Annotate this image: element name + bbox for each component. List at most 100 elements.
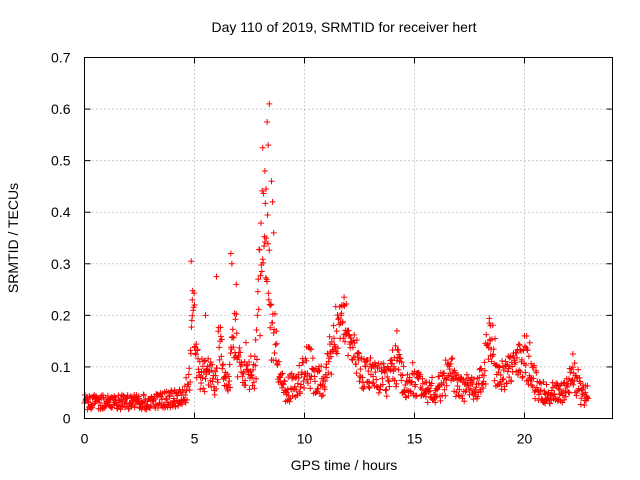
data-point xyxy=(252,336,259,343)
data-point xyxy=(525,381,532,388)
data-point xyxy=(193,374,200,381)
data-point xyxy=(297,381,304,388)
data-point xyxy=(492,335,499,342)
data-point xyxy=(440,370,447,377)
data-point xyxy=(187,379,194,386)
data-point xyxy=(265,290,272,297)
data-point xyxy=(561,396,568,403)
data-point xyxy=(566,389,573,396)
data-point xyxy=(229,333,236,340)
data-point xyxy=(115,397,122,404)
data-point xyxy=(281,378,288,385)
data-point xyxy=(396,351,403,358)
data-point xyxy=(530,375,537,382)
data-point xyxy=(371,359,378,366)
data-point xyxy=(189,296,196,303)
data-point xyxy=(522,362,529,369)
data-point xyxy=(499,376,506,383)
data-point xyxy=(516,367,523,374)
data-point xyxy=(271,349,278,356)
data-point xyxy=(451,369,458,376)
data-point xyxy=(571,360,578,367)
data-point xyxy=(217,333,224,340)
data-point xyxy=(562,387,569,394)
data-point xyxy=(576,387,583,394)
data-point xyxy=(339,318,346,325)
y-tick-label: 0.5 xyxy=(51,153,71,169)
data-point xyxy=(433,394,440,401)
data-point xyxy=(345,352,352,359)
data-point xyxy=(201,358,208,365)
data-point xyxy=(386,366,393,373)
data-point xyxy=(272,357,279,364)
data-point xyxy=(318,393,325,400)
data-point xyxy=(191,290,198,297)
data-point xyxy=(319,392,326,399)
data-point xyxy=(440,379,447,386)
data-point xyxy=(570,381,577,388)
data-point xyxy=(338,302,345,309)
data-point xyxy=(261,167,268,174)
data-point xyxy=(500,375,507,382)
data-point xyxy=(565,389,572,396)
data-point xyxy=(127,393,134,400)
data-point xyxy=(536,391,543,398)
data-point xyxy=(341,338,348,345)
data-point xyxy=(393,327,400,334)
data-point xyxy=(419,375,426,382)
data-point xyxy=(236,344,243,351)
data-point xyxy=(326,333,333,340)
data-point xyxy=(259,144,266,151)
data-point xyxy=(521,343,528,350)
data-point xyxy=(476,374,483,381)
data-point xyxy=(501,386,508,393)
data-point xyxy=(429,374,436,381)
data-point xyxy=(454,383,461,390)
data-point xyxy=(544,395,551,402)
data-point xyxy=(426,388,433,395)
data-point xyxy=(578,395,585,402)
data-point xyxy=(491,377,498,384)
data-point xyxy=(477,388,484,395)
data-point xyxy=(198,379,205,386)
data-point xyxy=(341,294,348,301)
data-point xyxy=(532,395,539,402)
x-tick-label: 10 xyxy=(297,431,313,447)
data-point xyxy=(449,355,456,362)
data-point xyxy=(258,268,265,275)
data-point xyxy=(209,361,216,368)
data-point xyxy=(540,379,547,386)
data-point xyxy=(504,368,511,375)
data-point xyxy=(379,381,386,388)
data-point xyxy=(577,401,584,408)
data-point xyxy=(509,369,516,376)
data-point xyxy=(260,259,267,266)
data-point xyxy=(451,388,458,395)
data-point xyxy=(272,341,279,348)
data-point xyxy=(300,377,307,384)
data-point xyxy=(183,374,190,381)
data-point xyxy=(402,382,409,389)
data-point xyxy=(421,390,428,397)
data-point xyxy=(100,394,107,401)
y-tick-label: 0 xyxy=(63,411,71,427)
data-point xyxy=(461,398,468,405)
data-point xyxy=(323,374,330,381)
data-point xyxy=(463,371,470,378)
data-point xyxy=(484,340,491,347)
data-point xyxy=(412,393,419,400)
data-point xyxy=(291,383,298,390)
data-point xyxy=(260,190,267,197)
data-point xyxy=(387,357,394,364)
data-point xyxy=(482,381,489,388)
data-point xyxy=(308,346,315,353)
data-point xyxy=(213,365,220,372)
data-point xyxy=(444,360,451,367)
data-point xyxy=(228,260,235,267)
y-tick-label: 0.6 xyxy=(51,101,71,117)
data-point xyxy=(131,404,138,411)
data-point xyxy=(582,389,589,396)
data-point xyxy=(408,378,415,385)
x-tick-label: 0 xyxy=(81,431,89,447)
data-point xyxy=(186,387,193,394)
